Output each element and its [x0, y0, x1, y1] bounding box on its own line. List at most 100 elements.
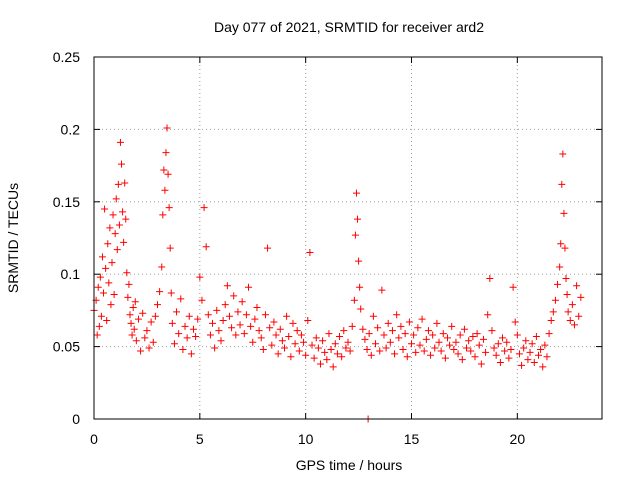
y-tick-label: 0.25 [53, 49, 80, 65]
data-point [185, 312, 193, 320]
data-point [167, 289, 175, 297]
x-axis-label: GPS time / hours [296, 457, 403, 473]
data-point [566, 317, 574, 325]
data-point [486, 275, 494, 283]
data-point [319, 337, 327, 345]
data-point [104, 240, 112, 248]
data-point [505, 354, 513, 362]
data-point [106, 224, 114, 232]
data-point [539, 363, 547, 371]
data-point [137, 347, 145, 355]
data-point [118, 160, 126, 168]
data-point [511, 318, 519, 326]
data-point [560, 209, 568, 217]
data-point [524, 356, 532, 364]
data-point [376, 347, 384, 355]
data-point [378, 286, 386, 294]
data-point [420, 347, 428, 355]
data-point [367, 351, 375, 359]
data-point [293, 327, 301, 335]
data-point [93, 331, 101, 339]
data-point [452, 338, 460, 346]
data-point [395, 334, 403, 342]
y-tick-label: 0 [72, 411, 80, 427]
data-point [380, 331, 388, 339]
data-point [416, 341, 424, 349]
data-point [115, 221, 123, 229]
data-point [285, 332, 293, 340]
data-point [249, 338, 257, 346]
data-point [302, 351, 310, 359]
y-tick-labels: 0 0.05 0.1 0.15 0.2 0.25 [53, 49, 80, 427]
data-point [175, 330, 183, 338]
data-point [479, 335, 487, 343]
data-point [304, 317, 312, 325]
data-point [427, 351, 435, 359]
data-point [437, 347, 445, 355]
data-point [344, 338, 352, 346]
data-point [204, 311, 212, 319]
data-point [435, 338, 443, 346]
data-point [274, 350, 282, 358]
data-point [561, 244, 569, 252]
y-tick-label: 0.05 [53, 339, 80, 355]
data-point [283, 312, 291, 320]
data-point [147, 318, 155, 326]
data-point [545, 330, 553, 338]
data-point [557, 240, 565, 248]
data-point [141, 334, 149, 342]
data-point [165, 204, 173, 212]
data-point [198, 296, 206, 304]
data-point [100, 289, 108, 297]
data-point [374, 324, 382, 332]
data-point [308, 341, 316, 349]
data-point [119, 208, 127, 216]
data-point [490, 344, 498, 352]
data-point [151, 312, 159, 320]
data-point [456, 331, 464, 339]
data-point [200, 204, 208, 212]
data-point [114, 180, 122, 188]
data-point [577, 293, 585, 301]
data-point [331, 340, 339, 348]
data-point [564, 308, 572, 316]
data-point [253, 304, 261, 312]
data-point [310, 354, 318, 362]
data-point [225, 312, 233, 320]
data-point [384, 319, 392, 327]
data-point [255, 327, 263, 335]
gridlines [94, 57, 602, 419]
data-point [127, 319, 135, 327]
data-point [365, 330, 373, 338]
data-point [393, 311, 401, 319]
data-point [105, 279, 113, 287]
data-point [291, 340, 299, 348]
data-point [382, 344, 390, 352]
data-point [450, 345, 458, 353]
data-point [513, 331, 521, 339]
data-point [236, 321, 244, 329]
data-point [202, 243, 210, 251]
data-point [397, 322, 405, 330]
data-point [357, 305, 365, 313]
data-point [278, 337, 286, 345]
data-point [162, 149, 170, 157]
x-tick-label: 0 [90, 431, 98, 447]
data-point [110, 290, 118, 298]
data-point [145, 344, 153, 352]
data-point [259, 345, 267, 353]
data-point [492, 351, 500, 359]
data-point [558, 180, 566, 188]
data-point [130, 325, 138, 333]
data-point [170, 340, 178, 348]
data-point [408, 340, 415, 348]
data-point [206, 331, 214, 339]
data-point [333, 350, 341, 358]
data-point [97, 312, 105, 320]
data-point [482, 348, 490, 356]
data-point [251, 315, 259, 323]
data-point [342, 344, 350, 352]
data-point [230, 292, 238, 300]
data-point [467, 347, 475, 355]
